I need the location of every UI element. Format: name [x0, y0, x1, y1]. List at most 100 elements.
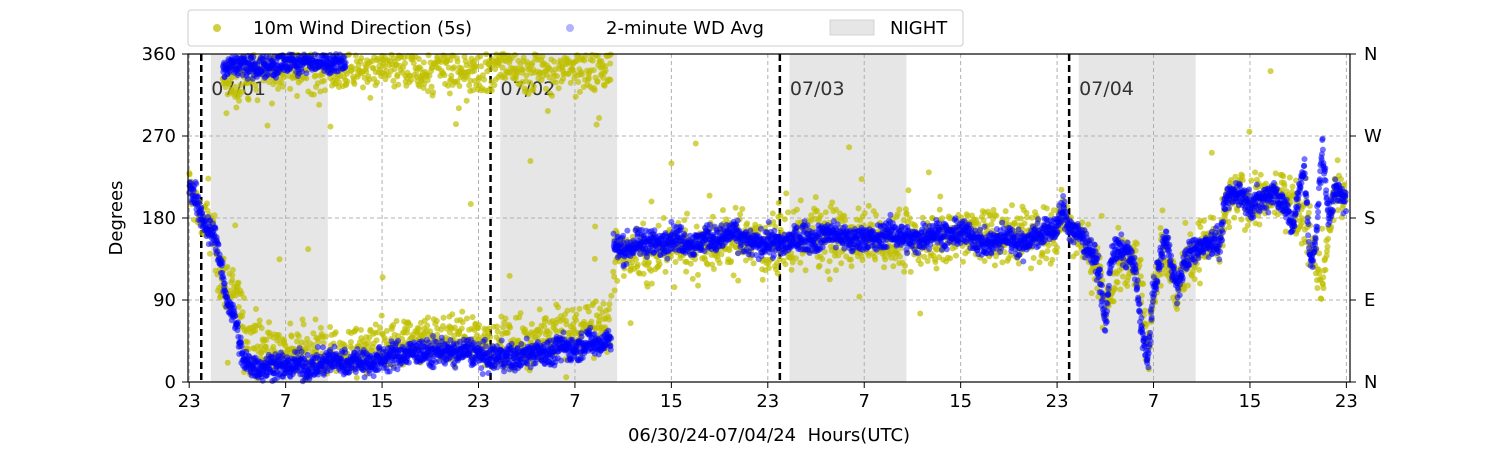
wind-direction-point — [683, 268, 690, 275]
wind-direction-point — [769, 210, 776, 217]
wind-direction-point — [563, 321, 570, 328]
wind-direction-point — [788, 266, 795, 273]
wind-direction-point — [395, 81, 402, 88]
wind-direction-point — [855, 205, 862, 212]
wind-direction-point — [408, 76, 415, 83]
wind-direction-point — [312, 72, 319, 79]
wind-direction-point — [236, 97, 243, 104]
wind-direction-point — [449, 311, 456, 318]
wind-direction-point — [494, 323, 501, 330]
wind-direction-point — [573, 317, 580, 324]
wind-direction-point — [303, 75, 310, 82]
wind-direction-point — [775, 199, 782, 206]
wind-direction-point — [539, 53, 546, 60]
wind-direction-point — [999, 259, 1006, 266]
wind-direction-point — [299, 316, 306, 323]
wind-direction-point — [924, 258, 931, 265]
wind-direction-point — [873, 211, 880, 218]
wind-direction-point — [523, 72, 530, 79]
wind-direction-point — [1030, 255, 1037, 262]
wind-direction-point — [410, 60, 417, 67]
wind-direction-point — [366, 334, 373, 341]
wd-avg-point — [605, 327, 612, 334]
wind-direction-point — [988, 221, 995, 228]
wind-direction-point — [640, 220, 647, 227]
wind-direction-point — [302, 340, 309, 347]
wind-direction-point — [906, 215, 913, 222]
wind-direction-point — [527, 158, 534, 165]
wind-direction-point — [433, 317, 440, 324]
wind-direction-point — [1124, 282, 1131, 289]
wind-direction-point — [596, 317, 603, 324]
wind-direction-point — [1111, 286, 1118, 293]
wind-direction-point — [487, 333, 494, 340]
wind-direction-point — [410, 335, 417, 342]
wind-direction-point — [451, 64, 458, 71]
wind-direction-point — [1002, 208, 1009, 215]
wd-avg-point — [370, 373, 377, 380]
wind-direction-point — [310, 330, 317, 337]
wind-direction-point — [1320, 274, 1327, 281]
wind-direction-point — [706, 192, 713, 199]
wind-direction-point — [452, 121, 459, 128]
wind-direction-point — [981, 257, 988, 264]
wind-direction-point — [569, 306, 576, 313]
wind-direction-point — [360, 84, 367, 91]
wind-direction-point — [401, 60, 408, 67]
wind-direction-point — [606, 316, 613, 323]
wind-direction-point — [1009, 202, 1016, 209]
wind-direction-point — [781, 216, 788, 223]
wind-direction-point — [393, 317, 400, 324]
wind-direction-point — [901, 268, 908, 275]
wind-direction-point — [1289, 183, 1296, 190]
wind-direction-point — [525, 90, 532, 97]
wind-direction-point — [466, 82, 473, 89]
wind-direction-point — [822, 209, 829, 216]
wind-direction-point — [718, 251, 725, 258]
wind-direction-point — [425, 88, 432, 95]
wind-direction-point — [268, 100, 275, 107]
wind-direction-point — [522, 326, 529, 333]
wind-direction-point — [1044, 248, 1051, 255]
wind-direction-point — [1318, 295, 1325, 302]
wind-direction-point — [939, 215, 946, 222]
wind-direction-point — [1027, 265, 1034, 272]
wind-direction-point — [266, 319, 273, 326]
wind-direction-point — [224, 359, 231, 366]
wind-direction-point — [390, 77, 397, 84]
wind-direction-point — [601, 82, 608, 89]
wind-direction-point — [812, 194, 819, 201]
wind-direction-point — [347, 338, 354, 345]
day-divider-label: 07/03 — [790, 78, 845, 100]
wd-avg-point — [518, 341, 525, 348]
wind-direction-point — [552, 79, 559, 86]
wd-avg-point — [232, 312, 239, 319]
wind-direction-point — [455, 105, 462, 112]
wind-direction-point — [560, 75, 567, 82]
wind-direction-point — [1320, 285, 1327, 292]
wind-direction-point — [551, 58, 558, 65]
wind-direction-point — [404, 326, 411, 333]
wind-direction-point — [591, 87, 598, 94]
wind-direction-point — [872, 256, 879, 263]
wd-avg-point — [219, 259, 226, 266]
wind-direction-point — [716, 260, 723, 267]
wind-direction-point — [536, 306, 543, 313]
wind-direction-point — [842, 217, 849, 224]
wind-direction-point — [494, 328, 501, 335]
wind-direction-point — [602, 63, 609, 70]
wd-avg-point — [481, 336, 488, 343]
wind-direction-point — [300, 321, 307, 328]
wind-direction-point — [223, 110, 230, 117]
wind-direction-point — [660, 214, 667, 221]
wind-direction-point — [485, 325, 492, 332]
wind-direction-point — [610, 268, 617, 275]
wd-avg-point — [620, 232, 627, 239]
wind-direction-point — [235, 304, 242, 311]
wind-direction-point — [488, 87, 495, 94]
wind-direction-point — [947, 255, 954, 262]
wind-direction-point — [847, 256, 854, 263]
wind-direction-point — [1110, 298, 1117, 305]
wind-direction-point — [567, 79, 574, 86]
wind-direction-point — [252, 82, 259, 89]
